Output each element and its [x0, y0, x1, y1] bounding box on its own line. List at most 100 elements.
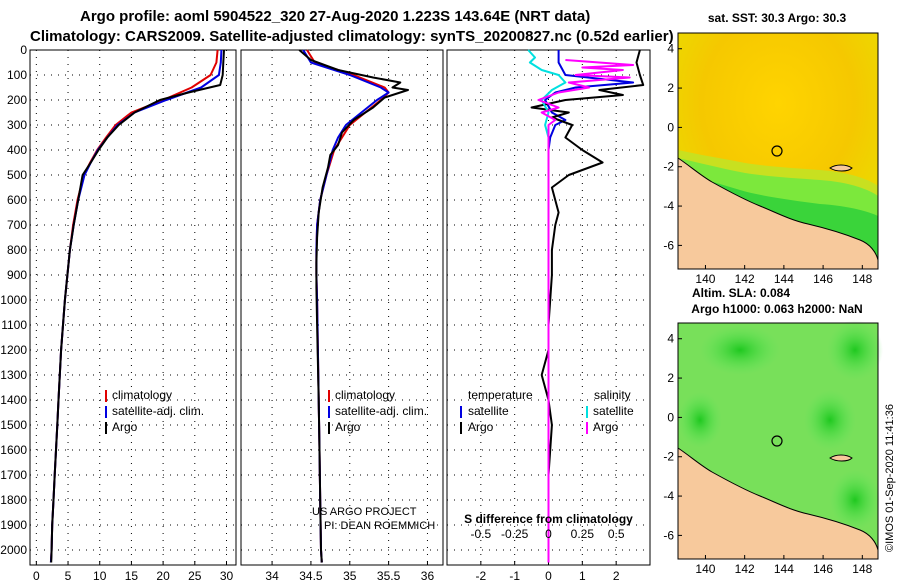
- sst-axes-ytick-label-2: -2: [663, 160, 674, 174]
- legend-label-argo-t: Argo: [468, 420, 494, 434]
- sla-axes-ytick-label-5: 4: [667, 332, 674, 346]
- temp-xtick-label-6: 30: [220, 569, 234, 580]
- legend-label-argo-s: Argo: [593, 420, 619, 434]
- sla-argo-marker: [771, 435, 783, 447]
- depth-label-15: 1500: [0, 418, 27, 432]
- sst-island: [829, 164, 853, 172]
- sst-axes-ytick-label-5: 4: [667, 42, 674, 56]
- imos-credit: ©IMOS 01-Sep-2020 11:41:36: [884, 404, 896, 552]
- temp-series-argo: [50, 49, 225, 563]
- sla-land: [677, 447, 879, 560]
- diff-xtick-label-4: 2: [613, 569, 620, 580]
- sla-axes-xtick-label-4: 148: [852, 562, 872, 576]
- sal-frame: [240, 49, 444, 566]
- diff-xtick-label-0: -2: [475, 569, 486, 580]
- diff-s-tick-2: 0: [545, 527, 552, 541]
- sla-axes-ytick-label-4: 2: [667, 371, 674, 385]
- figure-title: Argo profile: aoml 5904522_320 27-Aug-20…: [80, 8, 590, 25]
- sst-map-axes: 140 142 144 146 148 -6 -4 -2 0 2 4: [663, 42, 872, 286]
- depth-label-9: 900: [7, 268, 27, 282]
- legend-label-satellite-s: satellite: [593, 404, 634, 418]
- legend-label-satellite: satellite-adj. clim.: [112, 404, 204, 418]
- diff-s-label: S difference from climatology: [464, 512, 633, 526]
- legend-label-argo: Argo: [112, 420, 138, 434]
- depth-label-0: 0: [20, 43, 27, 57]
- temp-xtick-label-3: 15: [125, 569, 139, 580]
- depth-label-10: 1000: [0, 293, 27, 307]
- sla-axes-xtick-label-1: 142: [735, 562, 755, 576]
- depth-label-20: 2000: [0, 543, 27, 557]
- temp-xtick-label-4: 20: [156, 569, 170, 580]
- legend-label-satellite-t: satellite: [468, 404, 509, 418]
- sal-xtick-label-2: 35: [343, 569, 357, 580]
- sla-map-title: Altim. SLA: 0.084: [692, 286, 790, 300]
- sla-island: [829, 454, 853, 462]
- sal-series-argo: [298, 49, 409, 563]
- legend-label-climatology: climatology: [112, 388, 172, 402]
- sla-axes-xtick-label-3: 146: [813, 562, 833, 576]
- legend-heading-salinity: salinity: [594, 388, 631, 402]
- diff-s-tick-3: 0.25: [571, 527, 595, 541]
- sst-axes-ytick-label-3: 0: [667, 120, 674, 134]
- depth-label-19: 1900: [0, 518, 27, 532]
- legend-label-climatology-sal: climatology: [335, 388, 395, 402]
- diff-series-argo-temperature-: [530, 49, 645, 563]
- sst-axes-xtick-label-1: 142: [735, 272, 755, 286]
- temperature-panel: 0 5 10 15 20 25 300100200300400500600700800900…: [0, 43, 237, 580]
- depth-label-1: 100: [7, 68, 27, 82]
- sla-axes-xtick-label-0: 140: [695, 562, 715, 576]
- credit-pi: PI: DEAN ROEMMICH: [324, 520, 435, 532]
- sla-axes-ytick-label-0: -6: [663, 528, 674, 542]
- depth-label-17: 1700: [0, 468, 27, 482]
- depth-label-4: 400: [7, 143, 27, 157]
- diff-s-tick-4: 0.5: [608, 527, 625, 541]
- depth-label-3: 300: [7, 118, 27, 132]
- legend-heading-temperature: temperature: [468, 388, 533, 402]
- temp-series-satellite-adj-clim-: [49, 49, 223, 563]
- sst-axes-xtick-label-2: 144: [774, 272, 794, 286]
- sla-axes-ytick-label-2: -2: [663, 450, 674, 464]
- sal-xtick-label-0: 34: [265, 569, 279, 580]
- diff-xtick-label-2: 0: [545, 569, 552, 580]
- sla-blob-2: [827, 320, 883, 380]
- depth-label-18: 1800: [0, 493, 27, 507]
- sla-map-frame: [677, 322, 879, 560]
- temp-xtick-label-1: 5: [65, 569, 72, 580]
- sal-xtick-label-1: 34.5: [299, 569, 323, 580]
- diff-s-tick-0: -0.5: [470, 527, 491, 541]
- depth-label-13: 1300: [0, 368, 27, 382]
- temperature-legend: climatology satellite-adj. clim. Argo: [105, 388, 204, 434]
- sla-axes-ytick-label-1: -4: [663, 489, 674, 503]
- depth-label-7: 700: [7, 218, 27, 232]
- sst-axes-xtick-label-0: 140: [695, 272, 715, 286]
- sla-axes-xtick-label-2: 144: [774, 562, 794, 576]
- diff-xtick-label-1: -1: [509, 569, 520, 580]
- sla-map-panel: Altim. SLA: 0.084 Argo h1000: 0.063 h200…: [663, 286, 883, 576]
- sst-map-panel: sat. SST: 30.3 Argo: 30.3 140 142 144 146 14…: [663, 11, 879, 286]
- sla-map-axes: 140 142 144 146 148 -6 -4 -2 0 2 4: [663, 332, 872, 576]
- difference-panel: -2-1012T difference from climatologyS di…: [446, 49, 651, 580]
- sla-axes-ytick-label-3: 0: [667, 410, 674, 424]
- temp-series-climatology: [49, 49, 219, 563]
- sla-blob-4: [804, 390, 856, 450]
- sst-map-frame: [677, 32, 879, 270]
- sst-axes-ytick-label-1: -4: [663, 199, 674, 213]
- sla-map-subtitle: Argo h1000: 0.063 h2000: NaN: [691, 302, 862, 316]
- temp-frame: [29, 49, 237, 566]
- diff-s-tick-1: -0.25: [501, 527, 529, 541]
- depth-label-5: 500: [7, 168, 27, 182]
- depth-label-16: 1600: [0, 443, 27, 457]
- salinity-legend: climatology satellite-adj. clim. Argo US…: [312, 388, 435, 532]
- diff-series-argo-salinity-: [537, 59, 635, 563]
- depth-label-11: 1100: [1, 318, 27, 332]
- temp-xtick-label-0: 0: [33, 569, 40, 580]
- sst-land: [677, 157, 879, 270]
- sst-argo-marker: [771, 145, 783, 157]
- sst-axes-xtick-label-4: 148: [852, 272, 872, 286]
- legend-label-argo-sal: Argo: [335, 420, 361, 434]
- temp-xtick-label-2: 10: [93, 569, 107, 580]
- diff-series-satellite-temperature-: [544, 50, 635, 563]
- depth-label-8: 800: [7, 243, 27, 257]
- depth-label-12: 1200: [0, 343, 27, 357]
